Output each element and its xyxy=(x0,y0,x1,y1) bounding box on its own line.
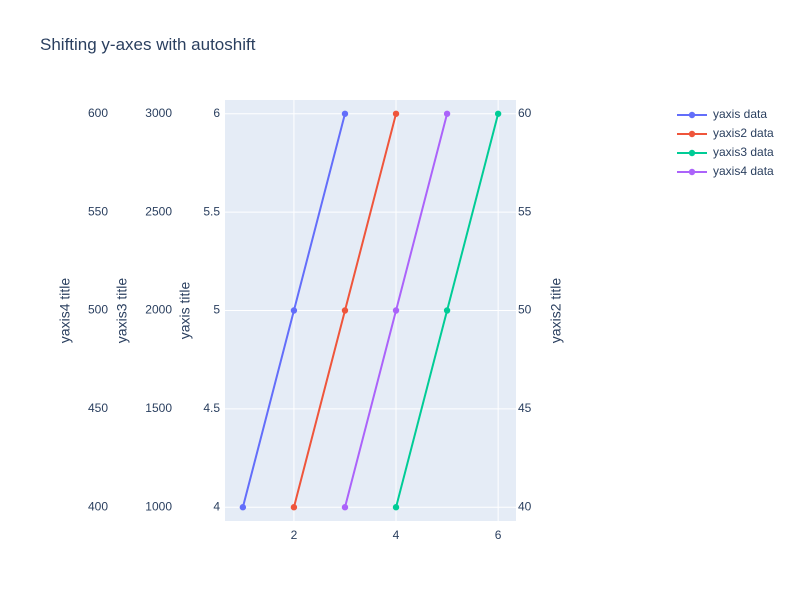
legend-marker xyxy=(688,130,696,138)
chart-title: Shifting y-axes with autoshift xyxy=(40,35,256,54)
y3-axis-title: yaxis3 title xyxy=(114,278,130,344)
data-point xyxy=(494,110,502,117)
data-point xyxy=(392,110,400,117)
y2-tick-label: 60 xyxy=(518,106,532,120)
y4-tick-label: 400 xyxy=(88,499,108,513)
y4-axis-title: yaxis4 title xyxy=(57,278,73,344)
legend-marker xyxy=(688,168,696,176)
legend-label: yaxis3 data xyxy=(713,145,774,159)
data-point xyxy=(290,307,298,314)
legend-label: yaxis data xyxy=(713,107,767,121)
y2-tick-label: 45 xyxy=(518,401,532,415)
data-point xyxy=(239,504,247,511)
y-tick-label: 5.5 xyxy=(203,204,220,218)
y-tick-label: 6 xyxy=(213,106,220,120)
y-tick-label: 4.5 xyxy=(203,401,220,415)
series-y4 xyxy=(341,110,451,511)
y2-tick-label: 40 xyxy=(518,499,532,513)
legend-marker xyxy=(688,111,696,119)
x-tick-label: 2 xyxy=(291,528,298,542)
y4-tick-label: 600 xyxy=(88,106,108,120)
y3-tick-label: 1000 xyxy=(145,499,172,513)
y2-tick-label: 55 xyxy=(518,204,532,218)
legend-label: yaxis4 data xyxy=(713,164,774,178)
data-point xyxy=(341,110,349,117)
data-point xyxy=(443,307,451,314)
data-point xyxy=(443,110,451,117)
y4-tick-label: 500 xyxy=(88,303,108,317)
data-point xyxy=(341,504,349,511)
legend-marker xyxy=(688,149,696,157)
data-point xyxy=(392,307,400,314)
x-tick-label: 6 xyxy=(495,528,502,542)
y3-tick-label: 3000 xyxy=(145,106,172,120)
y4-tick-label: 450 xyxy=(88,401,108,415)
y-axis-title: yaxis title xyxy=(177,282,193,340)
series-y3 xyxy=(392,110,502,511)
series-y2 xyxy=(290,110,400,511)
data-point xyxy=(290,504,298,511)
y-tick-label: 4 xyxy=(213,499,220,513)
series-y xyxy=(239,110,349,511)
legend-item[interactable]: yaxis2 data xyxy=(677,126,774,140)
y3-tick-label: 1500 xyxy=(145,401,172,415)
legend-item[interactable]: yaxis4 data xyxy=(677,164,774,178)
legend: yaxis data yaxis2 data yaxis3 data yaxis4 d… xyxy=(677,107,774,178)
legend-label: yaxis2 data xyxy=(713,126,774,140)
y3-tick-label: 2500 xyxy=(145,204,172,218)
legend-item[interactable]: yaxis3 data xyxy=(677,145,774,159)
y4-tick-label: 550 xyxy=(88,204,108,218)
y2-axis-title: yaxis2 title xyxy=(548,278,564,344)
y2-tick-label: 50 xyxy=(518,303,532,317)
legend-item[interactable]: yaxis data xyxy=(677,107,767,121)
data-point xyxy=(341,307,349,314)
x-tick-label: 4 xyxy=(393,528,400,542)
y3-tick-label: 2000 xyxy=(145,303,172,317)
data-point xyxy=(392,504,400,511)
y-tick-label: 5 xyxy=(213,303,220,317)
